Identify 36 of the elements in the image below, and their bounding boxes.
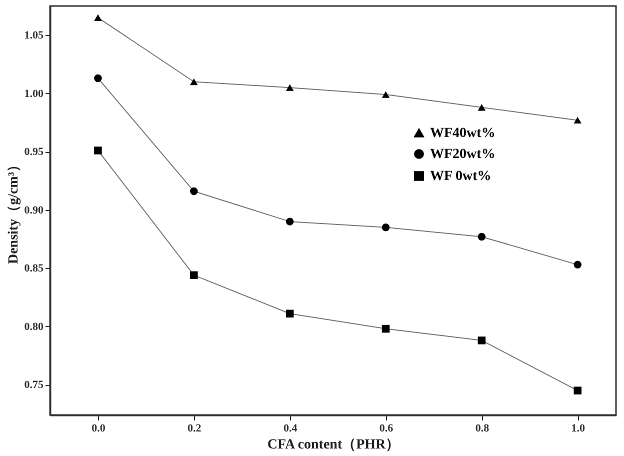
point bbox=[190, 78, 198, 86]
point bbox=[574, 386, 582, 394]
y-tick-label: 0.90 bbox=[24, 204, 44, 216]
x-axis-title: CFA content（PHR） bbox=[267, 438, 400, 452]
x-tick-label: 0.4 bbox=[283, 422, 298, 434]
point bbox=[382, 324, 390, 333]
x-tick-label: 0.2 bbox=[188, 422, 202, 434]
y-tick-label: 0.80 bbox=[24, 320, 44, 333]
y-axis-title: Density（g/cm³） bbox=[6, 158, 22, 264]
point bbox=[190, 187, 198, 196]
point bbox=[574, 260, 582, 269]
x-tick-label: 0.8 bbox=[475, 422, 490, 434]
y-tick-label: 0.85 bbox=[24, 262, 44, 275]
point bbox=[382, 91, 390, 98]
point bbox=[286, 84, 294, 91]
point bbox=[478, 336, 486, 344]
point bbox=[382, 224, 390, 232]
x-tick-label: 0.6 bbox=[379, 422, 394, 434]
point bbox=[94, 74, 102, 82]
point bbox=[190, 271, 198, 280]
legend-label: WF40wt% bbox=[430, 126, 496, 141]
x-tick-label: 0.0 bbox=[92, 422, 106, 434]
legend-label: WF20wt% bbox=[430, 147, 496, 162]
y-tick-label: 1.00 bbox=[24, 88, 44, 100]
y-tick-label: 1.05 bbox=[24, 30, 44, 42]
point bbox=[94, 146, 102, 154]
point bbox=[286, 218, 294, 226]
y-tick-label: 0.75 bbox=[24, 379, 44, 392]
point bbox=[574, 116, 582, 124]
point bbox=[478, 104, 486, 111]
point bbox=[94, 14, 102, 22]
legend-label: WF 0wt% bbox=[430, 169, 492, 184]
x-tick-label: 1.0 bbox=[571, 422, 586, 434]
y-tick-label: 0.95 bbox=[24, 146, 44, 158]
point bbox=[286, 310, 294, 318]
point bbox=[478, 232, 486, 241]
